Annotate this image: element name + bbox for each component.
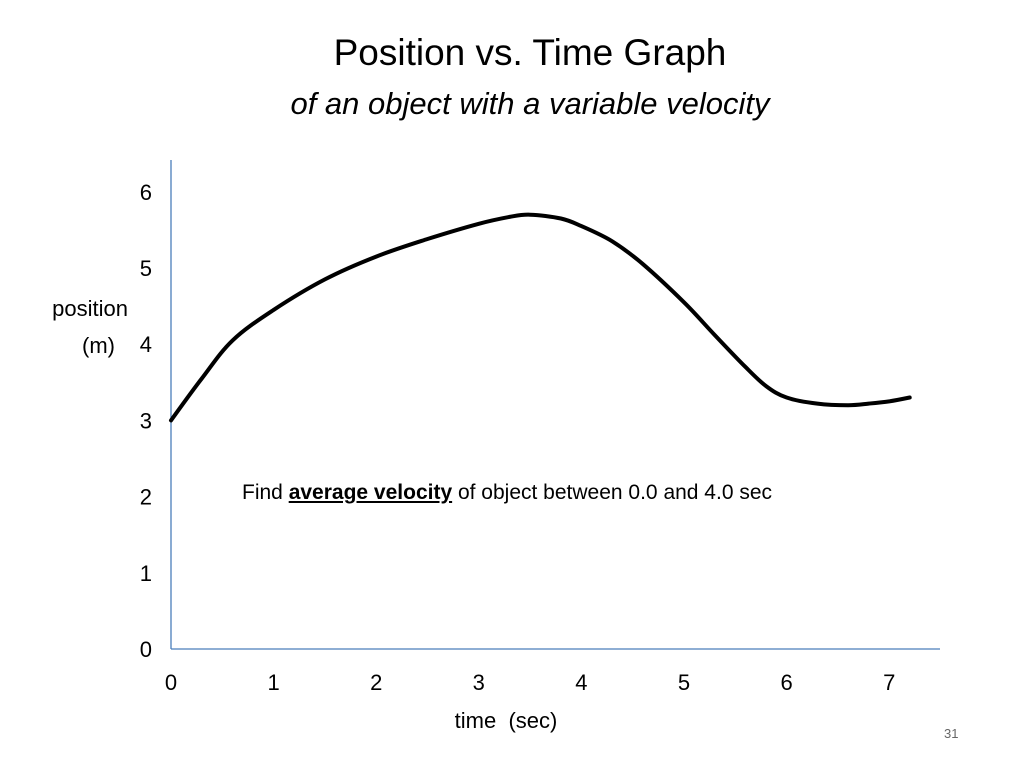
annotation-text: Find average velocity of object between … [242, 481, 772, 505]
x-tick-label: 2 [370, 670, 382, 695]
annotation-emphasis: average velocity [288, 481, 453, 504]
page-number: 31 [944, 726, 959, 741]
position-curve [169, 212, 912, 423]
annotation-suffix: of object between 0.0 and 4.0 sec [452, 481, 773, 504]
slide-title: Position vs. Time Graph [333, 32, 727, 73]
x-axis-label: time (sec) [455, 708, 558, 733]
y-tick-label: 4 [140, 332, 152, 357]
y-tick-labels: 0 1 2 3 4 5 6 [140, 180, 152, 662]
x-tick-label: 1 [267, 670, 279, 695]
slide-subtitle: of an object with a variable velocity [290, 86, 770, 121]
y-tick-label: 3 [140, 408, 152, 433]
y-axis-label-line2: (m) [82, 333, 115, 358]
x-tick-label: 0 [165, 670, 177, 695]
x-tick-label: 6 [780, 670, 792, 695]
x-tick-labels: 0 1 2 3 4 5 6 7 [165, 670, 895, 695]
y-axis-label-line1: position [52, 296, 128, 321]
x-tick-label: 5 [678, 670, 690, 695]
y-tick-label: 5 [140, 256, 152, 281]
x-tick-label: 4 [575, 670, 587, 695]
y-tick-label: 6 [140, 180, 152, 205]
x-tick-label: 7 [883, 670, 895, 695]
y-tick-label: 0 [140, 637, 152, 662]
x-tick-label: 3 [473, 670, 485, 695]
annotation-prefix: Find [242, 481, 289, 504]
y-tick-label: 1 [140, 561, 152, 586]
y-tick-label: 2 [140, 485, 152, 510]
